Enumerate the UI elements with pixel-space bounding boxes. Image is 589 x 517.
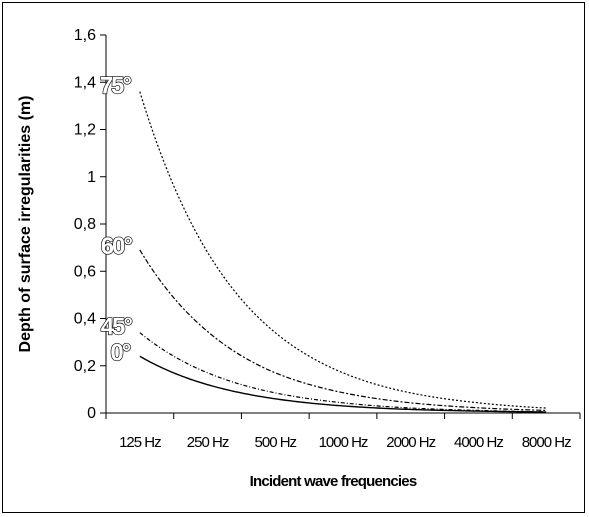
x-ticks: 125 Hz 250 Hz 500 Hz 1000 Hz 2000 Hz 4000 Hz 8… xyxy=(105,413,581,451)
series-line-1 xyxy=(139,332,547,413)
y-tick-label: 0 xyxy=(87,405,96,422)
y-tick-label: 1,6 xyxy=(74,27,96,44)
x-tick-label: 250 Hz xyxy=(187,434,229,451)
series-line-2 xyxy=(139,249,547,411)
y-tick-label: 0,2 xyxy=(74,358,96,375)
y-tick-label: 1 xyxy=(87,169,96,186)
y-axis-title: Depth of surface irregularities (m) xyxy=(17,96,34,353)
series-label: 45° xyxy=(101,314,133,341)
series-label: 75° xyxy=(100,73,132,100)
axes xyxy=(105,35,580,414)
x-tick-label: 2000 Hz xyxy=(386,434,435,451)
series-lines xyxy=(139,91,547,413)
chart-frame xyxy=(2,2,585,513)
y-tick-label: 0,6 xyxy=(74,263,96,280)
x-tick-label: 500 Hz xyxy=(255,434,297,451)
y-ticks: 0 0,2 0,4 0,6 0,8 1 1,2 1,4 1,6 xyxy=(74,27,106,422)
x-axis-title: Incident wave frequencies xyxy=(250,473,417,490)
series-label: 0° xyxy=(110,339,130,366)
series-line-0 xyxy=(139,355,547,413)
y-tick-label: 0,8 xyxy=(74,216,96,233)
x-tick-label: 125 Hz xyxy=(119,434,161,451)
y-tick-label: 1,4 xyxy=(74,74,96,91)
y-tick-label: 1,2 xyxy=(74,122,96,139)
y-tick-label: 0,4 xyxy=(74,311,96,328)
series-labels: 0°45° 60° 75° xyxy=(99,72,135,367)
x-tick-label: 4000 Hz xyxy=(454,434,503,451)
x-tick-label: 1000 Hz xyxy=(319,434,368,451)
series-line-3 xyxy=(139,91,547,409)
series-label: 60° xyxy=(101,233,133,260)
x-tick-label: 8000 Hz xyxy=(522,434,571,451)
